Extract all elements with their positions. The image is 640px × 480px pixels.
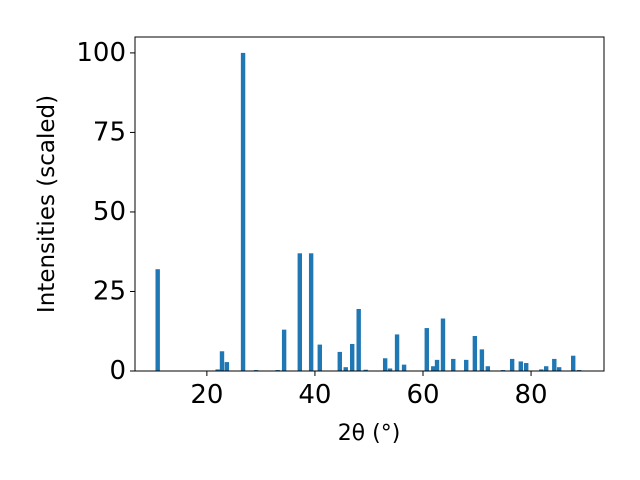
bar <box>155 269 160 371</box>
bar <box>424 328 429 371</box>
bar <box>337 351 342 371</box>
y-tick-label: 100 <box>76 38 126 68</box>
bar <box>224 362 230 371</box>
bar <box>281 329 287 371</box>
bar <box>401 364 407 371</box>
y-axis-label: Intensities (scaled) <box>34 95 60 313</box>
bar <box>440 318 446 371</box>
plot-frame <box>134 36 605 372</box>
x-tick-label: 60 <box>406 380 439 410</box>
bar <box>317 344 322 371</box>
bar <box>394 334 400 371</box>
bar <box>479 349 485 371</box>
bar <box>219 351 225 371</box>
bar <box>387 368 393 371</box>
bar <box>523 363 529 371</box>
bar <box>343 367 348 371</box>
y-tick-label: 25 <box>93 276 126 306</box>
bar <box>571 355 576 371</box>
bar <box>464 359 469 371</box>
bar <box>518 361 523 371</box>
x-tick-label: 40 <box>298 380 331 410</box>
x-tick-label: 80 <box>515 380 548 410</box>
bar <box>509 358 515 371</box>
bar <box>431 366 436 371</box>
x-axis-label: 2θ (°) <box>338 421 401 446</box>
bar <box>434 359 440 371</box>
y-tick-label: 75 <box>93 117 126 147</box>
bar <box>382 358 388 371</box>
bar <box>451 358 456 371</box>
y-tick-label: 50 <box>93 197 126 227</box>
bar <box>215 369 220 371</box>
bar <box>472 336 478 371</box>
bar <box>543 366 549 371</box>
bar <box>350 343 355 371</box>
x-tick-label: 20 <box>190 380 223 410</box>
bar <box>539 369 544 371</box>
bar <box>297 253 302 371</box>
bar <box>240 52 246 372</box>
bar <box>363 369 368 371</box>
bar <box>556 367 562 371</box>
bar <box>356 308 361 371</box>
bar <box>308 253 314 371</box>
bar <box>552 358 557 371</box>
bar <box>485 366 491 371</box>
y-tick-label: 0 <box>109 356 126 386</box>
